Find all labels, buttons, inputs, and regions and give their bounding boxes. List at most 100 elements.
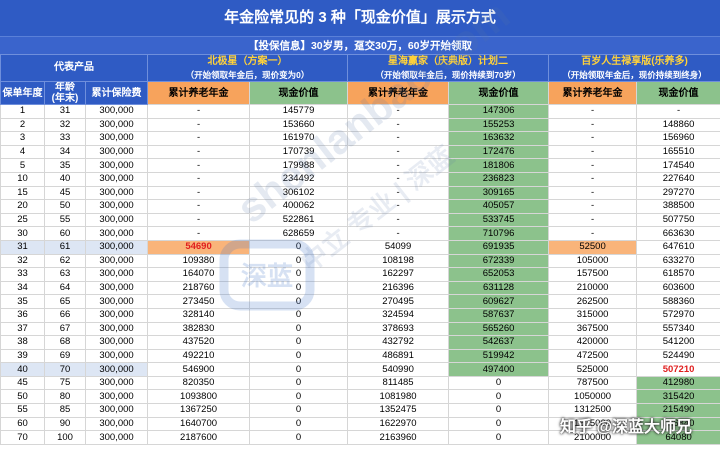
p1-annuity-cell: - bbox=[147, 199, 251, 214]
p2-cash-value-cell: 163632 bbox=[448, 131, 550, 146]
p2-cash-value-cell: 155253 bbox=[448, 117, 550, 133]
p2-annuity-cell: - bbox=[347, 144, 450, 160]
p1-annuity-cell: - bbox=[147, 158, 251, 173]
p2-annuity-cell: 54099 bbox=[347, 239, 450, 255]
p1-cash-value-cell: 0 bbox=[249, 389, 349, 405]
p1-cash-value-cell: 400062 bbox=[249, 199, 349, 214]
product-2-desc: （开始领取年金后，现价持续到70岁） bbox=[375, 70, 521, 80]
product-2-header: 星海赢家（庆典版）计划二 （开始领取年金后，现价持续到70岁） bbox=[347, 54, 550, 82]
age-cell: 67 bbox=[44, 321, 86, 337]
cum-premium-cell: 300,000 bbox=[84, 131, 149, 146]
p1-annuity-cell: 218760 bbox=[147, 280, 251, 296]
p2-annuity-cell: 108198 bbox=[347, 253, 450, 269]
p1-cash-value-cell: 0 bbox=[249, 321, 349, 337]
p2-cash-value-cell: 0 bbox=[448, 389, 550, 405]
table-row: 39 69 300,000 492210 0 486891 519942 472500 5244… bbox=[0, 348, 720, 364]
age-cell: 65 bbox=[44, 294, 86, 309]
table-row: 35 65 300,000 273450 0 270495 609627 262500 5883… bbox=[0, 294, 720, 309]
p2-annuity-cell: 432792 bbox=[347, 335, 450, 350]
cum-premium-cell: 300,000 bbox=[84, 321, 149, 337]
p3-annuity-cell: 1050000 bbox=[548, 389, 638, 405]
p1-cash-value-cell: 179988 bbox=[249, 158, 349, 173]
table-row: 5 35 300,000-179988-181806-174540 bbox=[0, 158, 720, 173]
policy-year-cell: 36 bbox=[0, 307, 45, 323]
p3-cash-value-cell: 541200 bbox=[636, 335, 720, 350]
p3-cash-value-cell: 412980 bbox=[636, 375, 720, 391]
p3-annuity-cell: - bbox=[548, 104, 638, 119]
p1-cash-value-cell: 170739 bbox=[249, 144, 349, 160]
table-row: 32 62 300,000 109380 0 108198 672339 105000 6332… bbox=[0, 253, 720, 269]
age-cell: 61 bbox=[44, 239, 86, 255]
p1-annuity-cell: 2187600 bbox=[147, 430, 251, 445]
p3-annuity-cell: - bbox=[548, 185, 638, 201]
cum-premium-cell: 300,000 bbox=[84, 348, 149, 364]
table-row: 31 61 300,000 54690 0 54099 691935 52500 647610 bbox=[0, 239, 720, 255]
p3-annuity-cell: 367500 bbox=[548, 321, 638, 337]
age-cell: 55 bbox=[44, 212, 86, 228]
policy-year-cell: 40 bbox=[0, 362, 45, 377]
p3-cash-value-cell: 148860 bbox=[636, 117, 720, 133]
p2-cash-value-cell: 533745 bbox=[448, 212, 550, 228]
age-cell: 50 bbox=[44, 199, 86, 214]
p2-cash-value-cell: 172476 bbox=[448, 144, 550, 160]
p2-annuity-cell: - bbox=[347, 117, 450, 133]
policy-year-cell: 39 bbox=[0, 348, 45, 364]
age-cell: 100 bbox=[44, 430, 86, 445]
cum-premium-cell: 300,000 bbox=[84, 335, 149, 350]
p2-cash-value-cell: 405057 bbox=[448, 199, 550, 214]
age-cell: 32 bbox=[44, 117, 86, 133]
age-cell: 35 bbox=[44, 158, 86, 173]
age-cell: 66 bbox=[44, 307, 86, 323]
table-row: 2 32 300,000-153660-155253-148860 bbox=[0, 117, 720, 133]
policy-year-cell: 34 bbox=[0, 280, 45, 296]
p2-annuity-cell: - bbox=[347, 104, 450, 119]
p1-annuity-cell: - bbox=[147, 144, 251, 160]
p1-cash-value-cell: 234492 bbox=[249, 171, 349, 187]
table-row: 3 33 300,000-161970-163632-156960 bbox=[0, 131, 720, 146]
policy-year-cell: 30 bbox=[0, 226, 45, 241]
p2-cash-value-cell: 542637 bbox=[448, 335, 550, 350]
p2-annuity-header: 累计养老年金 bbox=[347, 81, 450, 105]
table-row: 10 40 300,000-234492-236823-227640 bbox=[0, 171, 720, 187]
p3-annuity-cell: 787500 bbox=[548, 375, 638, 391]
p1-annuity-cell: 820350 bbox=[147, 375, 251, 391]
p3-annuity-cell: 525000 bbox=[548, 362, 638, 377]
cum-premium-header: 累计保险费 bbox=[84, 81, 149, 105]
p2-cash-value-cell: 0 bbox=[448, 375, 550, 391]
p3-cash-value-cell: 647610 bbox=[636, 239, 720, 255]
p1-annuity-cell: 1640700 bbox=[147, 416, 251, 432]
p3-cash-value-cell: 572970 bbox=[636, 307, 720, 323]
p2-cash-value-cell: 691935 bbox=[448, 239, 550, 255]
p1-annuity-cell: - bbox=[147, 226, 251, 241]
cum-premium-cell: 300,000 bbox=[84, 403, 149, 418]
p1-annuity-cell: 164070 bbox=[147, 267, 251, 282]
product-3-name: 百岁人生禄享版(乐养多) bbox=[581, 56, 688, 67]
table-row: 37 67 300,000 382830 0 378693 565260 367500 5573… bbox=[0, 321, 720, 337]
p3-annuity-cell: - bbox=[548, 158, 638, 173]
p1-annuity-cell: - bbox=[147, 131, 251, 146]
p2-annuity-cell: - bbox=[347, 185, 450, 201]
p3-annuity-cell: 1312500 bbox=[548, 403, 638, 418]
policy-year-cell: 5 bbox=[0, 158, 45, 173]
cum-premium-cell: 300,000 bbox=[84, 362, 149, 377]
p1-cash-value-cell: 0 bbox=[249, 403, 349, 418]
p2-cash-value-cell: 652053 bbox=[448, 267, 550, 282]
p1-annuity-cell: 546900 bbox=[147, 362, 251, 377]
p3-annuity-header: 累计养老年金 bbox=[548, 81, 638, 105]
p3-cash-value-cell: 165510 bbox=[636, 144, 720, 160]
p1-annuity-cell: - bbox=[147, 104, 251, 119]
p2-annuity-cell: 1622970 bbox=[347, 416, 450, 432]
table-row: 4 34 300,000-170739-172476-165510 bbox=[0, 144, 720, 160]
p1-cash-value-cell: 0 bbox=[249, 375, 349, 391]
product-1-desc: （开始领取年金后，现价变为0） bbox=[185, 70, 310, 80]
p3-annuity-cell: - bbox=[548, 226, 638, 241]
rep-product-header: 代表产品 bbox=[0, 54, 149, 82]
p1-cash-value-cell: 628659 bbox=[249, 226, 349, 241]
table-row: 1 31 300,000-145779-147306- - bbox=[0, 104, 720, 119]
p2-annuity-cell: - bbox=[347, 158, 450, 173]
age-cell: 33 bbox=[44, 131, 86, 146]
cum-premium-cell: 300,000 bbox=[84, 294, 149, 309]
policy-year-cell: 55 bbox=[0, 403, 45, 418]
p2-cash-value-cell: 497400 bbox=[448, 362, 550, 377]
age-cell: 69 bbox=[44, 348, 86, 364]
